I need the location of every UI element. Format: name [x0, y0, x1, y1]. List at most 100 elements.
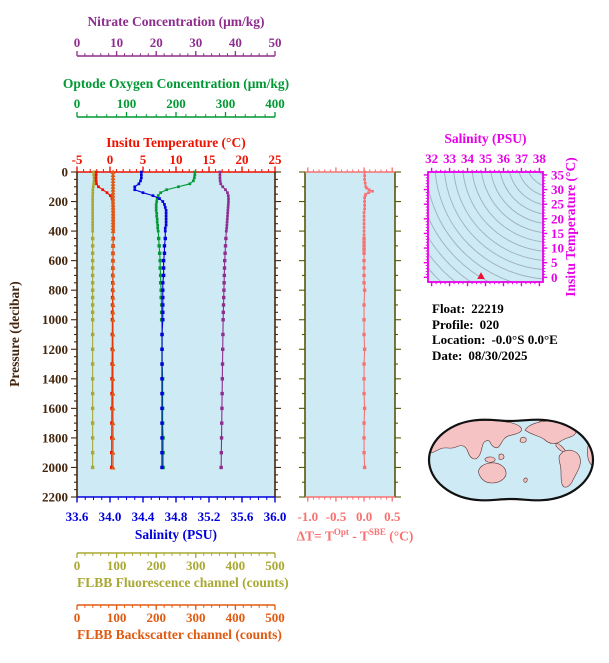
svg-text:32: 32 — [425, 151, 438, 166]
delta-t-title-sup-opt: Opt — [333, 527, 349, 537]
profile-fluorescence — [90, 170, 96, 470]
svg-text:30: 30 — [189, 35, 202, 50]
location-label: Location: — [432, 332, 486, 347]
ts-y-title: Insitu Temperature (°C) — [563, 157, 578, 297]
svg-text:200: 200 — [166, 96, 186, 111]
svg-text:0.0: 0.0 — [356, 509, 372, 524]
svg-text:37: 37 — [515, 151, 529, 166]
svg-text:33: 33 — [443, 151, 457, 166]
float-value: 22219 — [471, 301, 504, 316]
svg-text:1400: 1400 — [42, 371, 68, 386]
svg-text:10: 10 — [551, 241, 564, 256]
svg-text:2000: 2000 — [42, 460, 68, 475]
svg-text:-5: -5 — [72, 152, 83, 167]
svg-text:0: 0 — [74, 96, 81, 111]
svg-text:0: 0 — [74, 35, 81, 50]
delta-t-axis-title: ΔT= TOpt - TSBE (°C) — [280, 527, 430, 545]
date-value: 08/30/2025 — [468, 347, 528, 363]
svg-text:0: 0 — [107, 152, 114, 167]
svg-text:100: 100 — [107, 610, 127, 625]
svg-text:400: 400 — [265, 96, 285, 111]
ts-x-title: Salinity (PSU) — [444, 131, 527, 146]
svg-text:50: 50 — [269, 35, 282, 50]
world-map — [427, 418, 595, 502]
nitrate-axis-title: Nitrate Concentration (μm/kg) — [87, 14, 265, 29]
svg-text:300: 300 — [186, 610, 206, 625]
svg-text:1800: 1800 — [42, 430, 68, 445]
svg-text:600: 600 — [49, 253, 69, 268]
svg-text:100: 100 — [117, 96, 137, 111]
svg-text:34.0: 34.0 — [99, 509, 122, 524]
svg-text:800: 800 — [49, 283, 69, 298]
svg-text:5: 5 — [551, 255, 558, 270]
svg-text:10: 10 — [170, 152, 183, 167]
svg-text:2200: 2200 — [42, 490, 68, 505]
map-land — [429, 419, 593, 488]
fluorescence-axis: 0 100 200 300 400 500 — [74, 552, 285, 573]
svg-text:200: 200 — [146, 610, 166, 625]
svg-text:200: 200 — [146, 558, 166, 573]
svg-text:300: 300 — [186, 558, 206, 573]
svg-text:36.0: 36.0 — [264, 509, 287, 524]
backscatter-axis-title: FLBB Backscatter channel (counts) — [77, 627, 282, 642]
svg-text:0.5: 0.5 — [384, 509, 401, 524]
svg-text:34.4: 34.4 — [132, 509, 155, 524]
salinity-axis-title: Salinity (PSU) — [134, 527, 218, 542]
svg-text:400: 400 — [226, 558, 246, 573]
svg-text:0: 0 — [62, 165, 69, 180]
delta-t-title-part: (°C) — [385, 528, 414, 544]
location-value: -0.0°S 0.0°E — [491, 332, 558, 347]
oxygen-axis-title: Optode Oxygen Concentration (μm/kg) — [62, 76, 290, 91]
profile-backscatter — [110, 169, 116, 470]
svg-text:10: 10 — [110, 35, 123, 50]
float-id-line: Float: 22219 — [432, 301, 558, 317]
svg-text:34: 34 — [461, 151, 475, 166]
svg-text:-0.5: -0.5 — [326, 509, 347, 524]
svg-text:36: 36 — [497, 151, 511, 166]
svg-text:33.6: 33.6 — [66, 509, 89, 524]
svg-text:5: 5 — [140, 152, 147, 167]
svg-text:20: 20 — [150, 35, 163, 50]
oxygen-axis: 0 100 200 300 400 — [74, 96, 285, 118]
svg-text:1200: 1200 — [42, 342, 68, 357]
svg-text:100: 100 — [107, 558, 127, 573]
profile-delta_t — [362, 170, 374, 470]
nitrate-axis: 0 10 20 30 40 50 — [74, 35, 282, 57]
svg-text:35: 35 — [479, 151, 493, 166]
float-info-block: Float: 22219 Profile: 020 Location: -0.0°S … — [432, 301, 558, 363]
svg-text:34.8: 34.8 — [165, 509, 188, 524]
profile-label: Profile: — [432, 316, 474, 332]
profile-nitrate — [218, 170, 230, 470]
pressure-axis-title: Pressure (decibar) — [7, 281, 22, 387]
svg-text:-1.0: -1.0 — [298, 509, 319, 524]
date-line: Date: 08/30/2025 — [432, 348, 558, 364]
svg-text:0: 0 — [74, 610, 81, 625]
delta-t-title-part: ΔT= T — [296, 528, 334, 544]
delta-t-title-part: - T — [348, 528, 369, 544]
svg-text:20: 20 — [551, 211, 564, 226]
svg-text:300: 300 — [216, 96, 236, 111]
temperature-axis-title: Insitu Temperature (°C) — [106, 135, 246, 150]
delta-t-title-sup-sbe: SBE — [368, 527, 386, 537]
svg-text:40: 40 — [229, 35, 242, 50]
svg-text:25: 25 — [269, 152, 283, 167]
svg-text:38: 38 — [533, 151, 547, 166]
svg-text:1600: 1600 — [42, 401, 68, 416]
svg-text:400: 400 — [226, 610, 246, 625]
svg-text:35.2: 35.2 — [198, 509, 221, 524]
fluorescence-axis-title: FLBB Fluorescence channel (counts) — [77, 575, 289, 590]
svg-text:200: 200 — [49, 194, 69, 209]
svg-text:35.6: 35.6 — [231, 509, 254, 524]
profile-line: Profile: 020 — [432, 317, 558, 333]
date-label: Date: — [432, 347, 463, 363]
location-line: Location: -0.0°S 0.0°E — [432, 332, 558, 348]
profile-salinity — [133, 170, 168, 470]
svg-text:500: 500 — [265, 610, 285, 625]
float-label: Float: — [432, 301, 466, 316]
svg-text:500: 500 — [265, 558, 285, 573]
svg-text:1000: 1000 — [42, 312, 68, 327]
